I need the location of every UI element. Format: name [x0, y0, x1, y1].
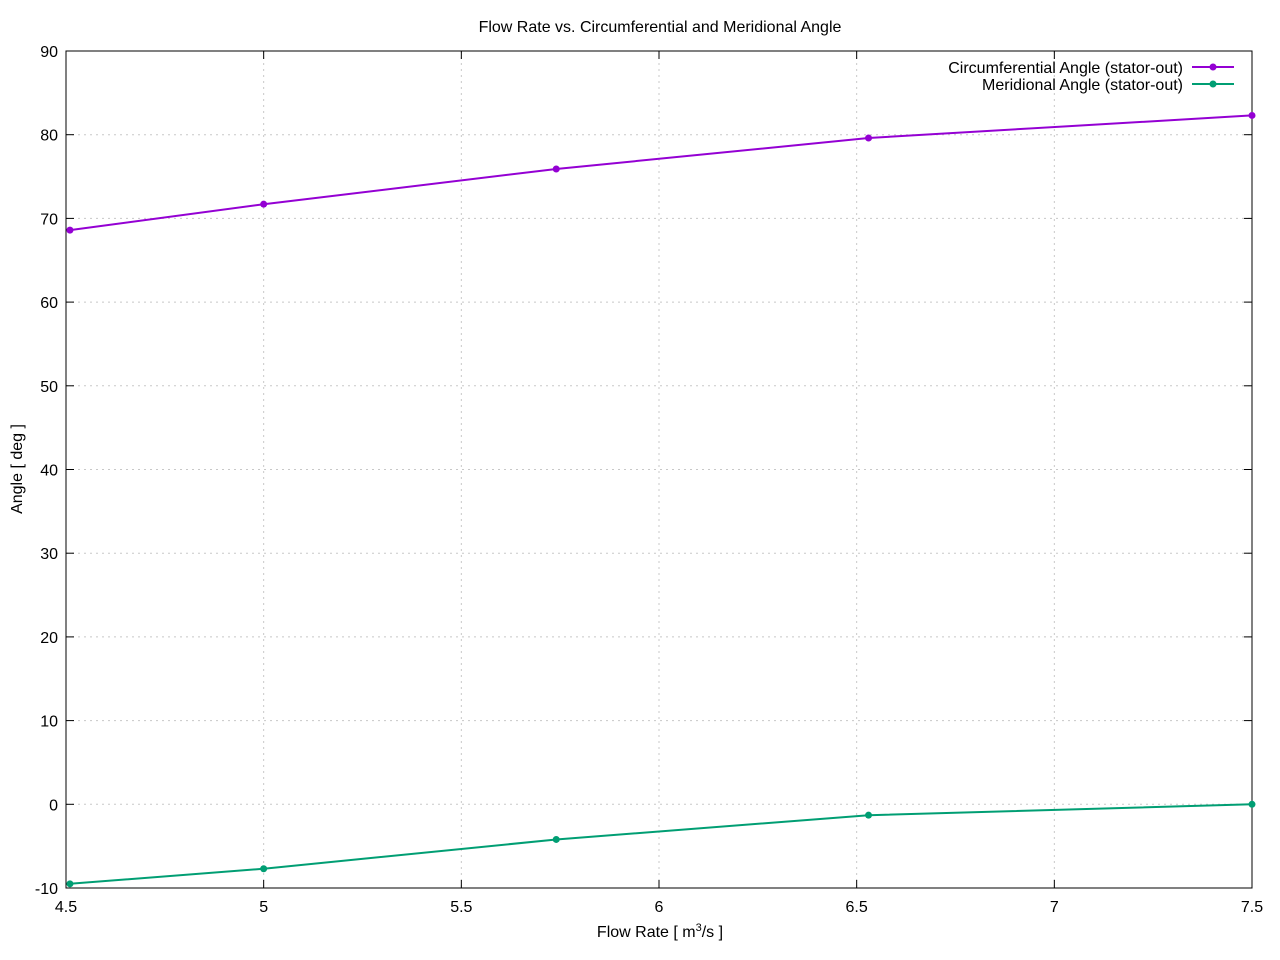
y-tick-label: 30 — [40, 546, 58, 563]
y-tick-label: 60 — [40, 295, 58, 312]
legend-label: Circumferential Angle (stator-out) — [948, 60, 1183, 77]
series-2-point — [1248, 800, 1256, 808]
y-tick-label: 90 — [40, 44, 58, 61]
series-2-point — [552, 835, 560, 843]
legend-label: Meridional Angle (stator-out) — [982, 77, 1183, 94]
x-axis-title: Flow Rate [ m3/s ] — [597, 922, 723, 941]
axis-ticks: 4.5 5 5.5 6 6.5 7 7.5 -10 0 10 20 30 40 50 60 70 80 90 — [35, 44, 1263, 916]
y-tick-label: 80 — [40, 128, 58, 145]
legend-swatch-point — [1209, 80, 1217, 88]
y-tick-label: 0 — [49, 797, 58, 814]
series-1-point — [260, 200, 268, 208]
x-tick-label: 4.5 — [55, 899, 77, 916]
series-1-point — [552, 165, 560, 173]
y-tick-label: 20 — [40, 630, 58, 647]
y-tick-label: 10 — [40, 714, 58, 731]
legend-swatch-point — [1209, 63, 1217, 71]
y-tick-label: 50 — [40, 379, 58, 396]
series-2-point — [865, 811, 873, 819]
y-axis-title: Angle [ deg ] — [9, 424, 26, 514]
x-tick-label: 5 — [259, 899, 268, 916]
x-tick-label: 6 — [655, 899, 664, 916]
y-tick-label: 70 — [40, 211, 58, 228]
legend: Circumferential Angle (stator-out)Meridi… — [948, 60, 1234, 94]
chart-title: Flow Rate vs. Circumferential and Meridi… — [479, 19, 842, 36]
series — [66, 111, 1256, 888]
series-1-point — [66, 226, 74, 234]
x-tick-label: 5.5 — [450, 899, 472, 916]
y-tick-label: 40 — [40, 463, 58, 480]
y-tick-label: -10 — [35, 881, 58, 898]
series-2-point — [260, 865, 268, 873]
series-2-point — [66, 880, 74, 888]
series-1-point — [865, 134, 873, 142]
grid — [66, 51, 1252, 888]
x-tick-label: 7.5 — [1241, 899, 1263, 916]
x-tick-label: 7 — [1050, 899, 1059, 916]
x-tick-label: 6.5 — [846, 899, 868, 916]
series-1-point — [1248, 111, 1256, 119]
